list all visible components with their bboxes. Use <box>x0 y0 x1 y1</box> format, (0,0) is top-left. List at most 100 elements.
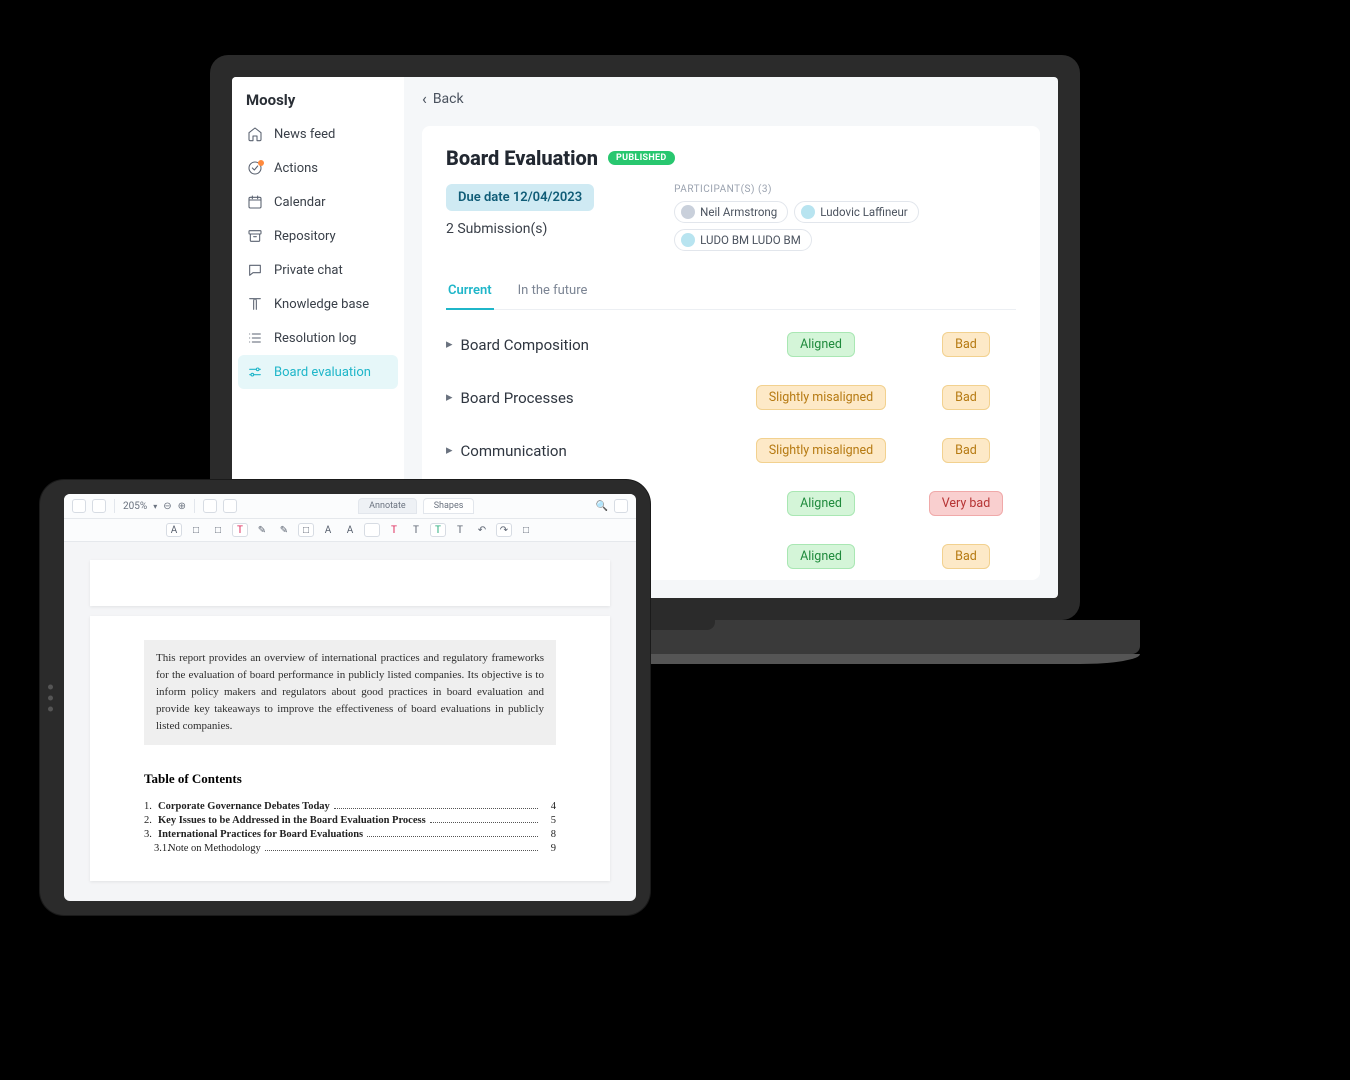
evaluation-label[interactable]: ▸Communication <box>446 442 726 460</box>
tablet-device: 205% ▾ ⊖ ⊕ AnnotateShapes 🔍 A□□T✎✎□AA TT… <box>40 480 650 915</box>
toc-page: 9 <box>542 843 556 854</box>
toc-title-text: Key Issues to be Addressed in the Board … <box>158 815 426 826</box>
list-icon <box>246 329 264 347</box>
alignment-pill: Slightly misaligned <box>756 438 886 463</box>
format-button[interactable]: ✎ <box>254 523 270 537</box>
back-chevron-icon[interactable]: ‹ <box>422 89 427 108</box>
toc-title: Table of Contents <box>144 771 556 787</box>
document-page: This report provides an overview of inte… <box>90 616 610 881</box>
format-button[interactable]: A <box>320 523 336 537</box>
sidebar-item-knowledge-base[interactable]: Knowledge base <box>232 287 404 321</box>
participant-chip[interactable]: LUDO BM LUDO BM <box>674 229 812 251</box>
home-icon <box>246 125 264 143</box>
sidebar-item-resolution-log[interactable]: Resolution log <box>232 321 404 355</box>
participants-label: PARTICIPANT(S) (3) <box>674 184 934 195</box>
tabs: Current In the future <box>446 277 1016 310</box>
back-button[interactable]: Back <box>433 91 464 107</box>
format-button[interactable]: □ <box>298 523 314 537</box>
format-button[interactable]: ✎ <box>276 523 292 537</box>
format-button[interactable]: ↶ <box>474 523 490 537</box>
avatar <box>801 205 815 219</box>
alignment-pill: Slightly misaligned <box>756 385 886 410</box>
toc-page: 5 <box>542 815 556 826</box>
sidebar-item-label: Board evaluation <box>274 365 371 380</box>
badge-dot <box>258 160 264 166</box>
participant-name: Neil Armstrong <box>700 205 777 219</box>
chevron-right-icon: ▸ <box>446 443 453 458</box>
settings-icon[interactable] <box>614 499 628 513</box>
chevron-right-icon: ▸ <box>446 337 453 352</box>
sidebar-item-calendar[interactable]: Calendar <box>232 185 404 219</box>
format-button[interactable]: T <box>408 523 424 537</box>
sidebar-item-repository[interactable]: Repository <box>232 219 404 253</box>
toc-entry[interactable]: 3.1.Note on Methodology9 <box>144 843 556 854</box>
toc-entry[interactable]: 1.Corporate Governance Debates Today4 <box>144 801 556 812</box>
calendar-icon <box>246 193 264 211</box>
zoom-out-icon[interactable]: ⊖ <box>163 501 171 512</box>
format-button[interactable]: A <box>166 523 182 537</box>
participants-col: PARTICIPANT(S) (3) Neil Armstrong Ludovic… <box>674 184 934 251</box>
format-button[interactable]: □ <box>518 523 534 537</box>
format-button[interactable]: T <box>430 523 446 537</box>
sidebar-item-label: Actions <box>274 161 318 176</box>
sidebar-item-private-chat[interactable]: Private chat <box>232 253 404 287</box>
sidebar-item-label: Calendar <box>274 195 326 210</box>
toc-title-text: Note on Methodology <box>168 843 261 854</box>
search-icon[interactable]: 🔍 <box>596 501 608 512</box>
topbar: ‹ Back <box>404 77 1058 120</box>
rating-pill: Bad <box>942 332 990 357</box>
thumbnails-icon[interactable] <box>72 499 86 513</box>
toc-page: 4 <box>542 801 556 812</box>
participant-chip[interactable]: Neil Armstrong <box>674 201 788 223</box>
tab-current[interactable]: Current <box>446 277 494 310</box>
format-button[interactable]: T <box>452 523 468 537</box>
alignment-pill: Aligned <box>787 544 855 569</box>
evaluation-row: ▸CommunicationSlightly misalignedBad <box>446 424 1016 477</box>
archive-icon <box>246 227 264 245</box>
toc-entry[interactable]: 3.International Practices for Board Eval… <box>144 829 556 840</box>
tab-in-the-future[interactable]: In the future <box>516 277 590 309</box>
toc-list: 1.Corporate Governance Debates Today42.K… <box>144 801 556 854</box>
format-button[interactable]: □ <box>188 523 204 537</box>
document-editor: 205% ▾ ⊖ ⊕ AnnotateShapes 🔍 A□□T✎✎□AA TT… <box>64 494 636 901</box>
abstract-text: This report provides an overview of inte… <box>144 640 556 745</box>
format-button[interactable]: T <box>386 523 402 537</box>
select-tool-icon[interactable] <box>223 499 237 513</box>
editor-tab-annotate[interactable]: Annotate <box>358 498 417 514</box>
rating-pill: Very bad <box>929 491 1004 516</box>
toc-entry[interactable]: 2.Key Issues to be Addressed in the Boar… <box>144 815 556 826</box>
hand-tool-icon[interactable] <box>203 499 217 513</box>
format-button[interactable] <box>364 523 380 537</box>
toc-title-text: Corporate Governance Debates Today <box>158 801 330 812</box>
zoom-in-icon[interactable]: ⊕ <box>178 501 186 512</box>
format-button[interactable]: □ <box>210 523 226 537</box>
sidebar-item-actions[interactable]: Actions <box>232 151 404 185</box>
tablet-side-buttons <box>48 684 53 711</box>
participant-chip[interactable]: Ludovic Laffineur <box>794 201 918 223</box>
evaluation-label[interactable]: ▸Board Processes <box>446 389 726 407</box>
rating-pill: Bad <box>942 385 990 410</box>
outline-icon[interactable] <box>92 499 106 513</box>
sidebar-item-board-evaluation[interactable]: Board evaluation <box>238 355 398 389</box>
sidebar-item-label: Private chat <box>274 263 343 278</box>
toc-leader <box>430 822 538 823</box>
editor-tab-shapes[interactable]: Shapes <box>423 498 475 514</box>
participant-name: LUDO BM LUDO BM <box>700 233 801 247</box>
format-button[interactable]: ↷ <box>496 523 512 537</box>
due-date-chip: Due date 12/04/2023 <box>446 184 594 211</box>
sliders-icon <box>246 363 264 381</box>
evaluation-row: ▸Board Processes Slightly misaligned Bad <box>446 371 1016 424</box>
zoom-control[interactable]: 205% ▾ ⊖ ⊕ <box>123 501 186 512</box>
sidebar-item-news-feed[interactable]: News feed <box>232 117 404 151</box>
toc-leader <box>334 808 538 809</box>
toc-leader <box>367 836 538 837</box>
doc-toolbar-top: 205% ▾ ⊖ ⊕ Annotate Shapes 🔍 <box>64 494 636 519</box>
document-canvas[interactable]: This report provides an overview of inte… <box>64 542 636 901</box>
format-button[interactable]: A <box>342 523 358 537</box>
evaluation-label[interactable]: ▸Board Composition <box>446 336 726 354</box>
zoom-value: 205% <box>123 501 147 512</box>
format-button[interactable]: T <box>232 523 248 537</box>
toc-page: 8 <box>542 829 556 840</box>
participant-chips: Neil Armstrong Ludovic Laffineur LUDO BM L… <box>674 201 934 251</box>
chevron-right-icon: ▸ <box>446 390 453 405</box>
